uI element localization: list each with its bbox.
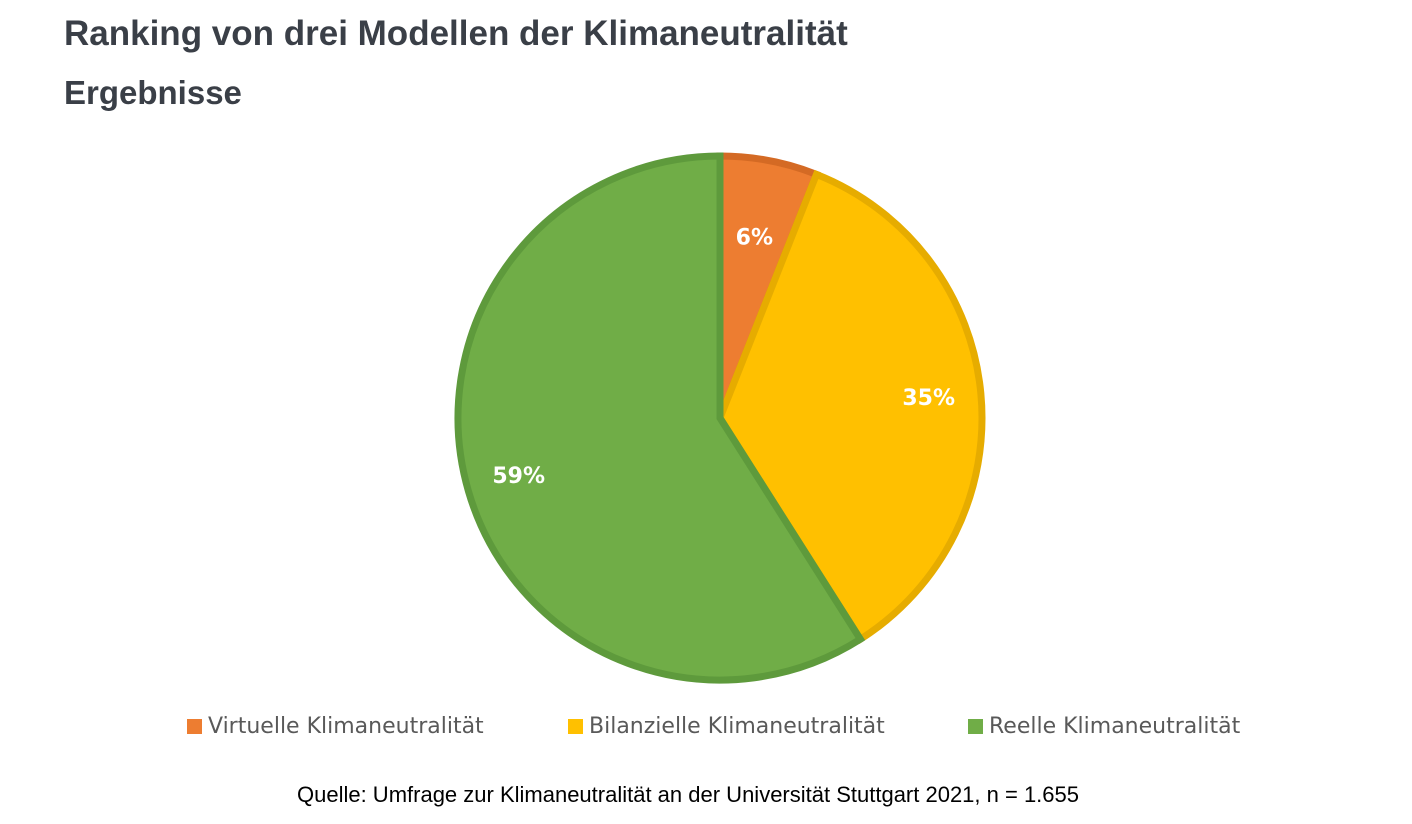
pie-label-bilanzielle: 35% [902,386,955,411]
legend-item-reelle: Reelle Klimaneutralität [968,714,1240,739]
chart-title: Ranking von drei Modellen der Klimaneutr… [64,14,848,53]
legend-label-virtuelle: Virtuelle Klimaneutralität [208,714,484,739]
legend-item-bilanzielle: Bilanzielle Klimaneutralität [568,714,885,739]
legend-swatch-reelle [968,719,983,734]
pie-slice-reelle [454,152,866,684]
legend-label-bilanzielle: Bilanzielle Klimaneutralität [589,714,885,739]
legend-swatch-bilanzielle [568,719,583,734]
legend-label-reelle: Reelle Klimaneutralität [989,714,1241,739]
chart-subtitle: Ergebnisse [64,74,242,111]
legend-swatch-virtuelle [187,719,202,734]
source-note: Quelle: Umfrage zur Klimaneutralität an … [296,782,1080,807]
legend-item-virtuelle: Virtuelle Klimaneutralität [187,714,484,739]
pie-label-reelle: 59% [492,464,545,489]
pie-slice-bilanzielle [716,169,986,645]
pie-label-virtuelle: 6% [736,225,773,250]
